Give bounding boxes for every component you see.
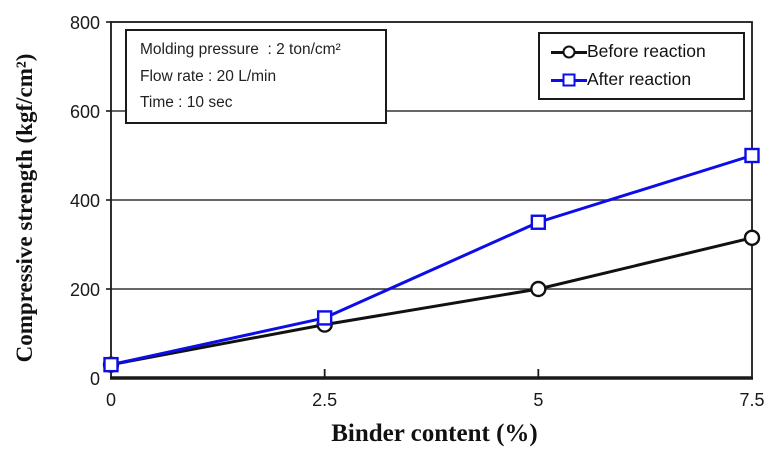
- y-tick-label-800: 800: [69, 13, 100, 33]
- legend-marker: [562, 73, 576, 87]
- x-tick-label-2.5: 2.5: [312, 390, 338, 410]
- legend-marker: [562, 45, 576, 59]
- legend-label: Before reaction: [587, 41, 706, 62]
- square-marker-icon: [316, 310, 333, 326]
- y-tick-label-200: 200: [69, 280, 100, 300]
- legend-item-before-reaction: Before reaction: [551, 42, 743, 62]
- legend: Before reaction After reaction: [538, 32, 745, 100]
- annotation-box: Molding pressure : 2 ton/cm² Flow rate :…: [125, 29, 387, 124]
- y-tick-label-0: 0: [89, 369, 100, 389]
- y-axis-title: Compressive strength (kgf/cm²): [12, 53, 37, 363]
- x-axis-title: Binder content (%): [331, 420, 538, 447]
- square-marker-icon: [551, 73, 587, 88]
- series-line-after-reaction: [110, 154, 753, 367]
- x-tick-label-7.5: 7.5: [739, 390, 765, 410]
- x-tick-label-0: 0: [105, 390, 116, 410]
- annotation-line-flow-rate: Flow rate : 20 L/min: [140, 67, 277, 85]
- x-tick-label-5: 5: [533, 390, 544, 410]
- legend-item-after-reaction: After reaction: [551, 70, 743, 90]
- square-marker-icon: [744, 147, 760, 164]
- legend-label: After reaction: [587, 69, 692, 90]
- square-marker-icon: [103, 356, 119, 373]
- series-line-before-reaction: [110, 236, 753, 367]
- annotation-line-time: Time : 10 sec: [140, 94, 233, 112]
- square-marker-icon: [530, 214, 547, 230]
- circle-marker-icon: [743, 229, 761, 247]
- circle-marker-icon: [530, 280, 547, 298]
- y-tick-label-600: 600: [69, 102, 100, 122]
- annotation-line-molding-pressure: Molding pressure : 2 ton/cm²: [140, 41, 341, 59]
- y-tick-label-400: 400: [69, 191, 100, 211]
- circle-marker-icon: [551, 45, 587, 60]
